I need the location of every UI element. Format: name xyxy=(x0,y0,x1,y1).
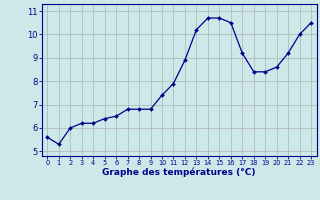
X-axis label: Graphe des températures (°C): Graphe des températures (°C) xyxy=(102,168,256,177)
